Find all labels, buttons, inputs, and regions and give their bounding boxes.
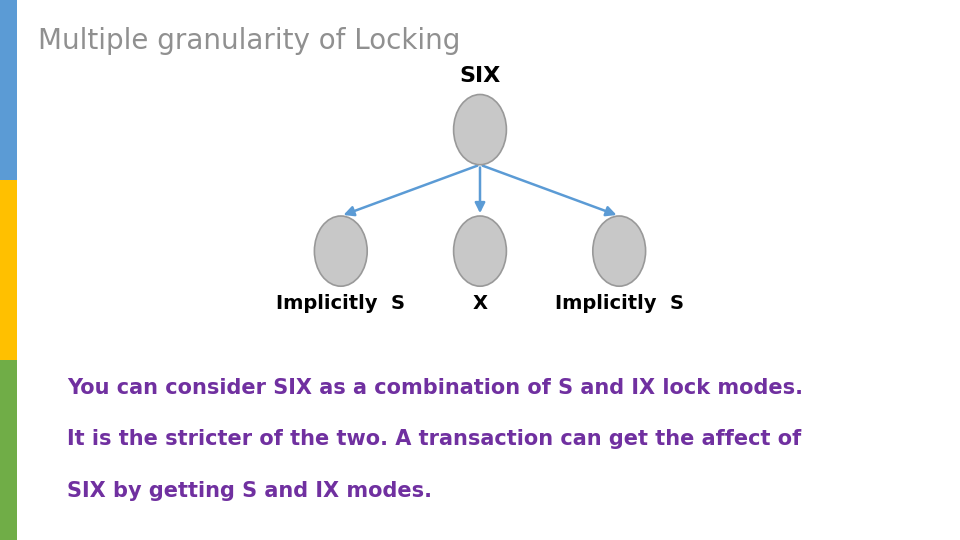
Text: X: X — [472, 294, 488, 313]
Text: Implicitly  S: Implicitly S — [555, 294, 684, 313]
Ellipse shape — [454, 94, 507, 165]
Text: SIX: SIX — [460, 66, 500, 86]
Ellipse shape — [454, 216, 507, 286]
Text: SIX by getting S and IX modes.: SIX by getting S and IX modes. — [67, 481, 432, 501]
Text: Multiple granularity of Locking: Multiple granularity of Locking — [38, 27, 461, 55]
FancyBboxPatch shape — [0, 0, 17, 180]
Ellipse shape — [314, 216, 367, 286]
FancyBboxPatch shape — [0, 360, 17, 540]
Text: It is the stricter of the two. A transaction can get the affect of: It is the stricter of the two. A transac… — [67, 429, 802, 449]
FancyBboxPatch shape — [0, 180, 17, 360]
Text: You can consider SIX as a combination of S and IX lock modes.: You can consider SIX as a combination of… — [67, 378, 804, 398]
Ellipse shape — [593, 216, 645, 286]
Text: Implicitly  S: Implicitly S — [276, 294, 405, 313]
